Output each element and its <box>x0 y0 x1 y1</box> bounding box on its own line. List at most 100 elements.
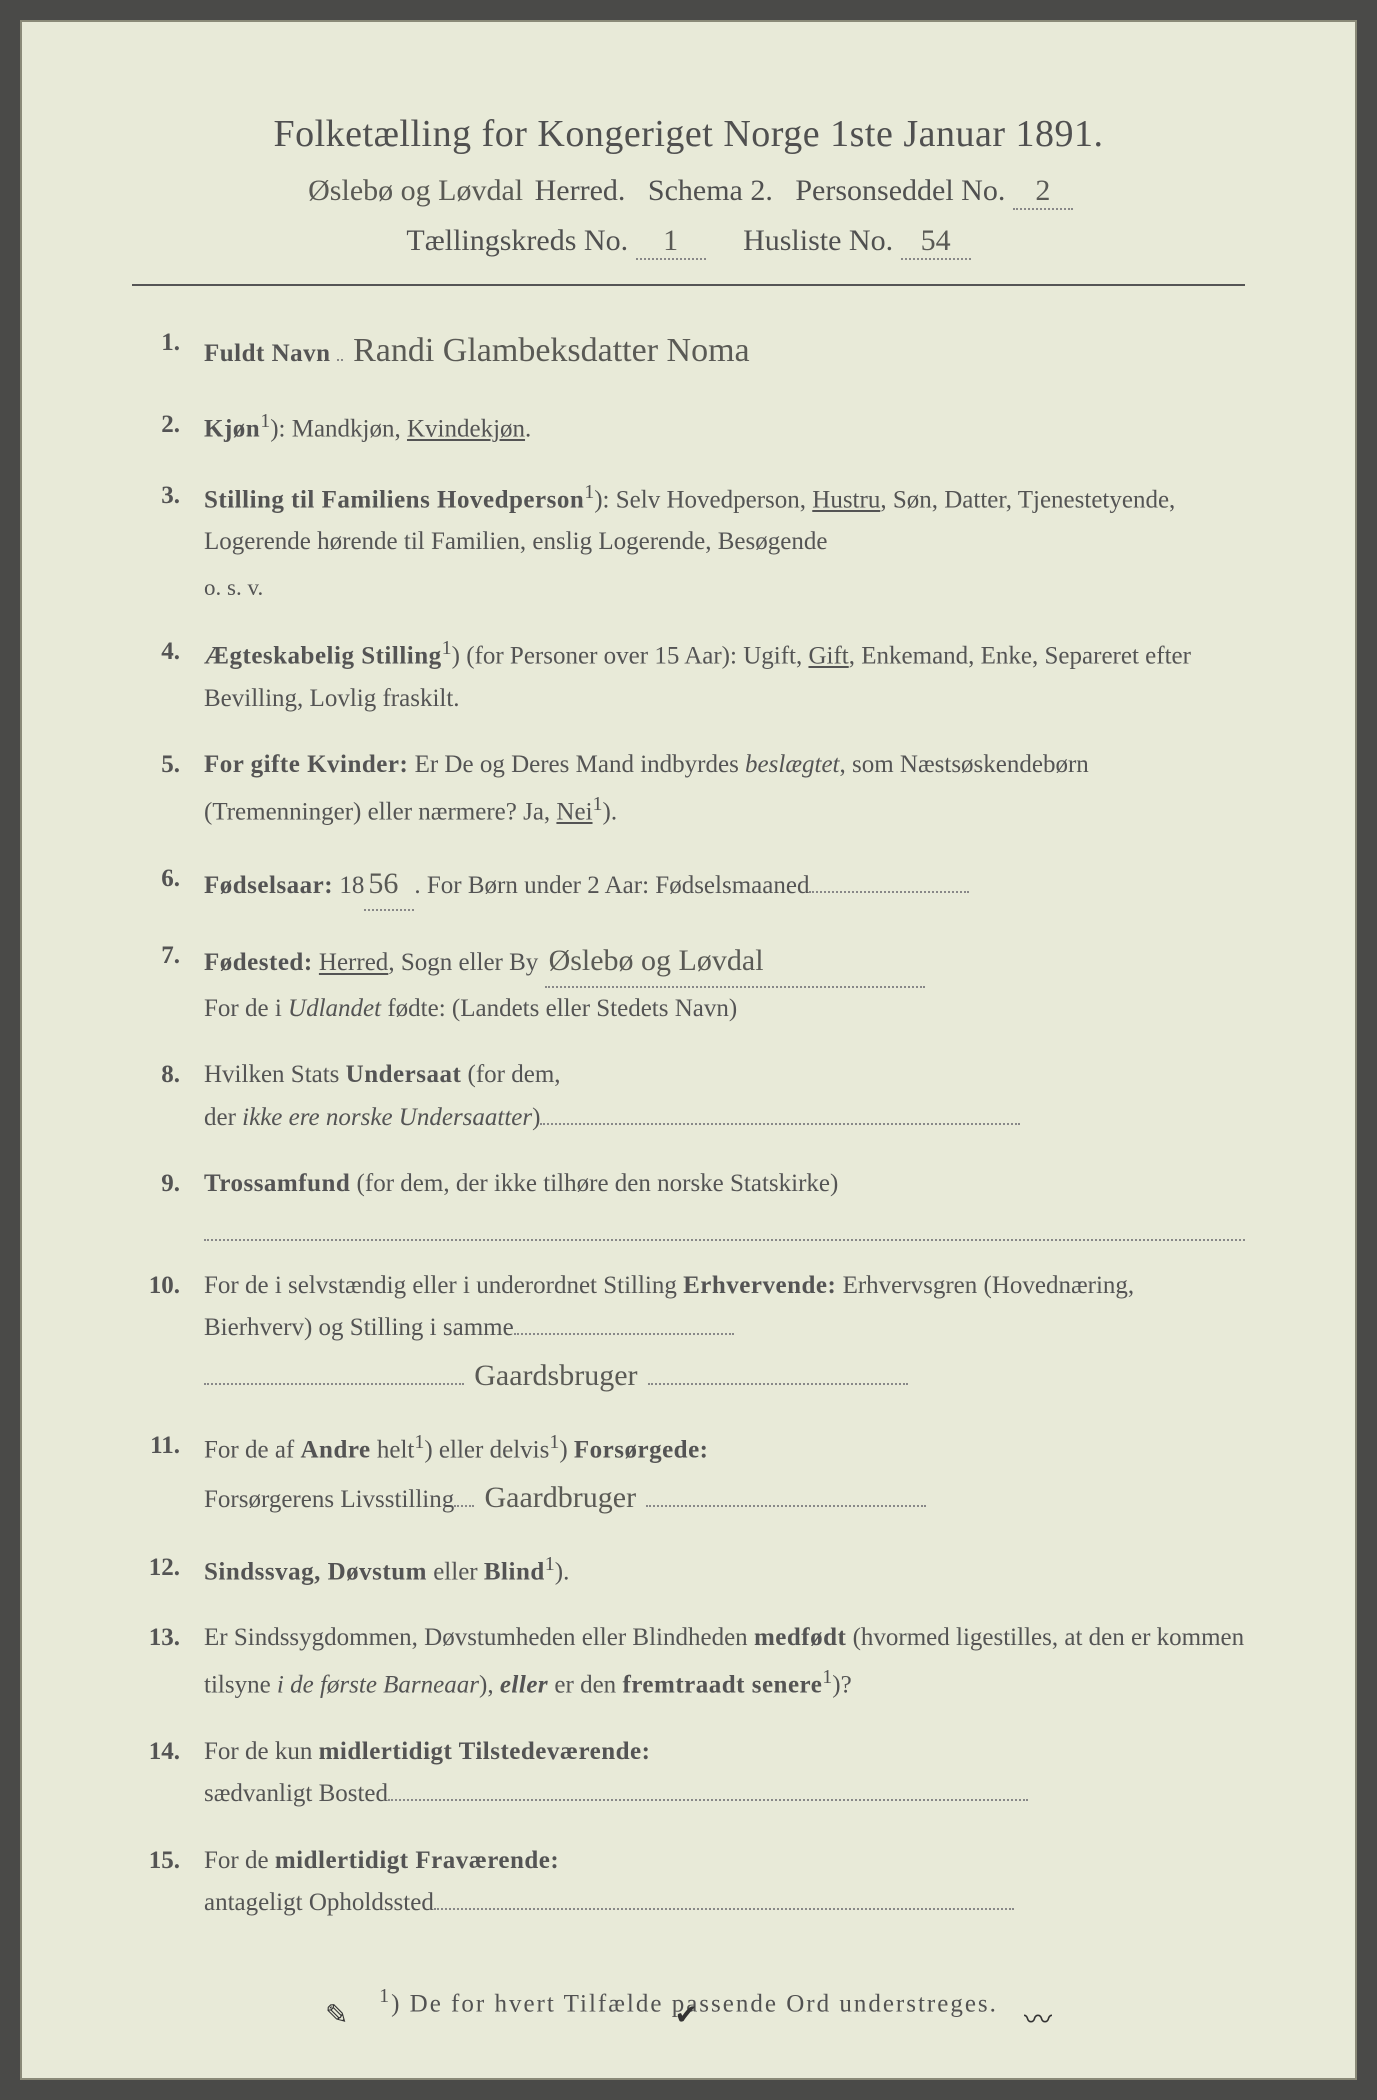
item-3: 3. Stilling til Familiens Hovedperson1):… <box>132 475 1245 607</box>
item-after: helt <box>371 1436 415 1463</box>
schema-label: Schema 2. <box>648 174 773 207</box>
husliste-label: Husliste No. <box>743 224 893 257</box>
item-number: 11. <box>132 1425 204 1468</box>
item-tail: ). <box>555 1558 570 1585</box>
item-body: For de i selvstændig eller i underordnet… <box>204 1265 1245 1401</box>
personseddel-no: 2 <box>1031 174 1054 208</box>
item-body: For de midlertidigt Fraværende: antageli… <box>204 1840 1245 1925</box>
item-text: For de kun <box>204 1738 319 1765</box>
item-label2: Forsørgede: <box>574 1436 709 1463</box>
item-tail: ). <box>603 798 618 825</box>
item-6: 6. Fødselsaar: 1856. For Børn under 2 Aa… <box>132 858 1245 911</box>
selected-value: Herred <box>319 949 388 976</box>
item-mid: ), <box>479 1671 500 1698</box>
census-form-page: Folketælling for Kongeriget Norge 1ste J… <box>20 20 1357 2080</box>
item-number: 8. <box>132 1054 204 1097</box>
item-label: Ægteskabelig Stilling <box>204 642 442 669</box>
item-text: For de <box>204 1847 275 1874</box>
form-title: Folketælling for Kongeriget Norge 1ste J… <box>132 112 1245 156</box>
item-label: For gifte Kvinder: <box>204 751 408 778</box>
item-label: Sindssvag, Døvstum <box>204 1558 427 1585</box>
item-continuation: o. s. v. <box>204 568 1245 607</box>
item-label: Stilling til Familiens Hovedperson <box>204 486 584 513</box>
item-line2: Forsørgerens Livsstilling Gaardbruger <box>204 1472 1245 1523</box>
item-2: 2. Kjøn1): Mandkjøn, Kvindekjøn. <box>132 404 1245 451</box>
item-number: 4. <box>132 631 204 674</box>
mark-icon: ✔ <box>674 1998 697 2038</box>
item-line2: der ikke ere norske Undersaatter) <box>204 1097 1245 1140</box>
footnote-ref: 1 <box>822 1666 832 1688</box>
item-text: Hvilken Stats <box>204 1061 346 1088</box>
item-mid2: ) <box>559 1436 574 1463</box>
item-body: Fuldt Navn Randi Glambeksdatter Noma <box>204 322 1245 380</box>
header-line-1: Øslebø og Løvdal Herred. Schema 2. Perso… <box>132 174 1245 210</box>
item-label: Trossamfund <box>204 1170 350 1197</box>
item-body: Ægteskabelig Stilling1) (for Personer ov… <box>204 631 1245 720</box>
item-label2: Blind <box>484 1558 545 1585</box>
item-number: 9. <box>132 1163 204 1206</box>
item-line2: For de i Udlandet fødte: (Landets eller … <box>204 988 1245 1031</box>
item-line2: Gaardsbruger <box>204 1350 1245 1401</box>
name-handwritten: Randi Glambeksdatter Noma <box>349 322 754 380</box>
page-marks: ✎ ✔ 〰 <box>22 1998 1355 2038</box>
item-body: Fødested: Herred, Sogn eller By Øslebø o… <box>204 935 1245 1031</box>
item-body: Hvilken Stats Undersaat (for dem, der ik… <box>204 1054 1245 1139</box>
header-rule <box>132 284 1245 286</box>
item-number: 6. <box>132 858 204 901</box>
item-body: Fødselsaar: 1856. For Børn under 2 Aar: … <box>204 858 1245 911</box>
item-number: 1. <box>132 322 204 365</box>
item-label: medfødt <box>754 1624 846 1651</box>
herred-label: Herred. <box>535 174 626 207</box>
item-4: 4. Ægteskabelig Stilling1) (for Personer… <box>132 631 1245 720</box>
item-after: . For Børn under 2 Aar: Fødselsmaaned <box>414 872 809 899</box>
item-number: 15. <box>132 1840 204 1883</box>
item-text: ): Mandkjøn, <box>270 415 407 442</box>
item-number: 10. <box>132 1265 204 1308</box>
item-italic: beslægtet <box>745 751 839 778</box>
item-italic2: eller <box>500 1671 548 1698</box>
item-line2: antageligt Opholdssted <box>204 1882 1245 1925</box>
item-1: 1. Fuldt Navn Randi Glambeksdatter Noma <box>132 322 1245 380</box>
item-label: midlertidigt Fraværende: <box>275 1847 559 1874</box>
item-body: For de kun midlertidigt Tilstedeværende:… <box>204 1731 1245 1816</box>
item-text: ) (for Personer over 15 Aar): Ugift, <box>452 642 809 669</box>
item-after: (for dem, <box>461 1061 560 1088</box>
item-11: 11. For de af Andre helt1) eller delvis1… <box>132 1425 1245 1523</box>
item-label: Fødselsaar: <box>204 872 333 899</box>
item-label: Fuldt Navn <box>204 340 331 367</box>
item-8: 8. Hvilken Stats Undersaat (for dem, der… <box>132 1054 1245 1139</box>
dotted-fill-line <box>204 1206 1245 1241</box>
item-label: Andre <box>301 1436 371 1463</box>
footnote-ref: 1 <box>593 793 603 815</box>
footnote-ref: 1 <box>549 1431 559 1453</box>
footnote-ref: 1 <box>545 1553 555 1575</box>
item-number: 3. <box>132 475 204 518</box>
footnote-ref: 1 <box>442 637 452 659</box>
item-number: 2. <box>132 404 204 447</box>
occupation-hw: Gaardsbruger <box>470 1350 641 1401</box>
footnote-ref: 1 <box>260 410 270 432</box>
item-label: Fødested: <box>204 949 313 976</box>
header-line-2: Tællingskreds No. 1 Husliste No. 54 <box>132 224 1245 260</box>
kreds-no: 1 <box>659 224 682 258</box>
item-9: 9. Trossamfund (for dem, der ikke tilhør… <box>132 1163 1245 1241</box>
item-label2: fremtraadt senere <box>622 1671 822 1698</box>
item-tail: )? <box>832 1671 851 1698</box>
item-italic: i de første Barneaar <box>277 1671 479 1698</box>
herred-handwritten: Øslebø og Løvdal <box>304 174 527 208</box>
footnote-ref: 1 <box>584 481 594 503</box>
item-number: 7. <box>132 935 204 978</box>
item-text: For de af <box>204 1436 301 1463</box>
item-number: 14. <box>132 1731 204 1774</box>
item-mid: , Sogn eller By <box>388 949 538 976</box>
kreds-label: Tællingskreds No. <box>406 224 628 257</box>
item-number: 12. <box>132 1547 204 1590</box>
item-12: 12. Sindssvag, Døvstum eller Blind1). <box>132 1547 1245 1594</box>
item-label: Kjøn <box>204 415 260 442</box>
selected-value: Nei <box>556 798 592 825</box>
selected-value: Kvindekjøn <box>407 415 525 442</box>
footnote-ref: 1 <box>414 1431 424 1453</box>
item-label: midlertidigt Tilstedeværende: <box>319 1738 651 1765</box>
item-15: 15. For de midlertidigt Fraværende: anta… <box>132 1840 1245 1925</box>
item-mid: ) eller delvis <box>424 1436 549 1463</box>
